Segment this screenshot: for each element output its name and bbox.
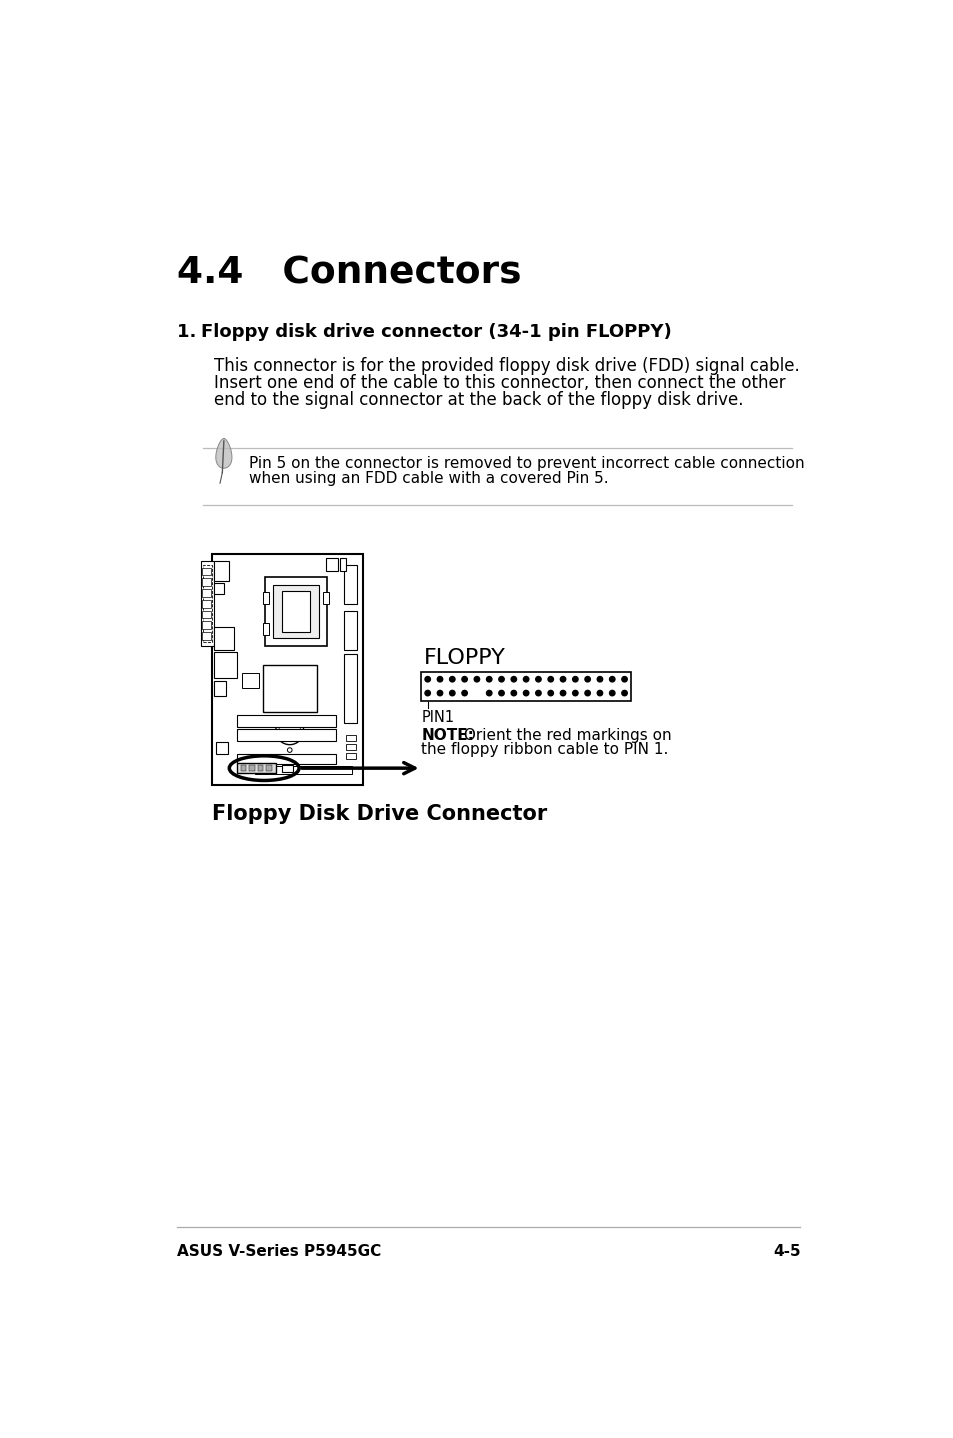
Circle shape: [597, 690, 602, 696]
Bar: [262, 623, 269, 634]
Polygon shape: [215, 439, 232, 469]
Bar: [344, 611, 356, 650]
Circle shape: [609, 690, 615, 696]
Text: 4.4   Connectors: 4.4 Connectors: [177, 256, 521, 292]
Bar: [340, 558, 345, 571]
Bar: [254, 766, 352, 774]
Bar: [236, 764, 275, 774]
Text: the floppy ribbon cable to PIN 1.: the floppy ribbon cable to PIN 1.: [421, 742, 668, 756]
Circle shape: [584, 676, 590, 682]
Bar: [202, 600, 212, 608]
Text: Floppy disk drive connector (34‑1 pin FLOPPY): Floppy disk drive connector (34‑1 pin FL…: [200, 322, 671, 341]
Text: FLOPPY: FLOPPY: [423, 649, 505, 669]
Circle shape: [449, 690, 455, 696]
Bar: [203, 565, 212, 643]
Circle shape: [536, 690, 540, 696]
Text: 1.: 1.: [177, 322, 209, 341]
Circle shape: [486, 676, 492, 682]
Circle shape: [511, 690, 516, 696]
Bar: [202, 568, 212, 575]
Text: Pin 5 on the connector is removed to prevent incorrect cable connection: Pin 5 on the connector is removed to pre…: [249, 456, 804, 470]
Text: end to the signal connector at the back of the floppy disk drive.: end to the signal connector at the back …: [213, 391, 742, 410]
Circle shape: [621, 690, 627, 696]
Circle shape: [486, 690, 492, 696]
Text: Floppy Disk Drive Connector: Floppy Disk Drive Connector: [212, 804, 547, 824]
Circle shape: [621, 676, 627, 682]
Bar: [213, 627, 233, 650]
Bar: [236, 716, 335, 728]
Bar: [213, 582, 224, 594]
Text: This connector is for the provided floppy disk drive (FDD) signal cable.: This connector is for the provided flopp…: [213, 358, 799, 375]
Circle shape: [424, 676, 430, 682]
Bar: [282, 765, 293, 772]
Circle shape: [547, 676, 553, 682]
Bar: [346, 735, 355, 741]
Bar: [249, 765, 254, 771]
Circle shape: [547, 690, 553, 696]
Bar: [323, 592, 329, 604]
Circle shape: [287, 748, 292, 752]
Bar: [346, 743, 355, 751]
Circle shape: [461, 690, 467, 696]
Circle shape: [572, 676, 578, 682]
Circle shape: [474, 676, 479, 682]
Bar: [344, 654, 356, 723]
Text: NOTE:: NOTE:: [421, 728, 474, 743]
Bar: [202, 590, 212, 597]
Circle shape: [436, 690, 442, 696]
Circle shape: [584, 690, 590, 696]
Bar: [262, 592, 269, 604]
Circle shape: [275, 718, 303, 745]
Circle shape: [609, 676, 615, 682]
Circle shape: [498, 676, 504, 682]
Circle shape: [449, 676, 455, 682]
Text: Orient the red markings on: Orient the red markings on: [458, 728, 671, 743]
Circle shape: [461, 676, 467, 682]
Bar: [241, 673, 258, 689]
Text: when using an FDD cable with a covered Pin 5.: when using an FDD cable with a covered P…: [249, 472, 608, 486]
Bar: [202, 633, 212, 640]
Text: ASUS V-Series P5945GC: ASUS V-Series P5945GC: [177, 1244, 381, 1260]
Circle shape: [559, 690, 565, 696]
Bar: [213, 653, 236, 679]
Text: Insert one end of the cable to this connector, then connect the other: Insert one end of the cable to this conn…: [213, 374, 784, 393]
Bar: [265, 577, 327, 646]
Bar: [266, 765, 272, 771]
Bar: [282, 591, 310, 633]
Circle shape: [278, 720, 300, 742]
Circle shape: [511, 676, 516, 682]
Bar: [241, 765, 246, 771]
Circle shape: [498, 690, 504, 696]
Bar: [212, 554, 363, 785]
Text: 4-5: 4-5: [772, 1244, 800, 1260]
Bar: [202, 621, 212, 630]
Bar: [213, 561, 229, 581]
Bar: [200, 561, 213, 646]
Bar: [236, 754, 335, 764]
Bar: [346, 754, 355, 759]
Circle shape: [572, 690, 578, 696]
Bar: [202, 611, 212, 618]
Bar: [421, 672, 630, 700]
Bar: [236, 729, 335, 741]
Bar: [273, 584, 319, 638]
Bar: [213, 680, 226, 696]
Text: PIN1: PIN1: [421, 710, 455, 725]
Circle shape: [523, 690, 528, 696]
Circle shape: [536, 676, 540, 682]
Bar: [202, 578, 212, 587]
Circle shape: [436, 676, 442, 682]
Circle shape: [424, 690, 430, 696]
Bar: [216, 742, 228, 754]
Bar: [326, 558, 337, 571]
Bar: [344, 565, 356, 604]
Circle shape: [597, 676, 602, 682]
Circle shape: [523, 676, 528, 682]
Circle shape: [559, 676, 565, 682]
Bar: [257, 765, 263, 771]
Bar: [262, 666, 316, 712]
